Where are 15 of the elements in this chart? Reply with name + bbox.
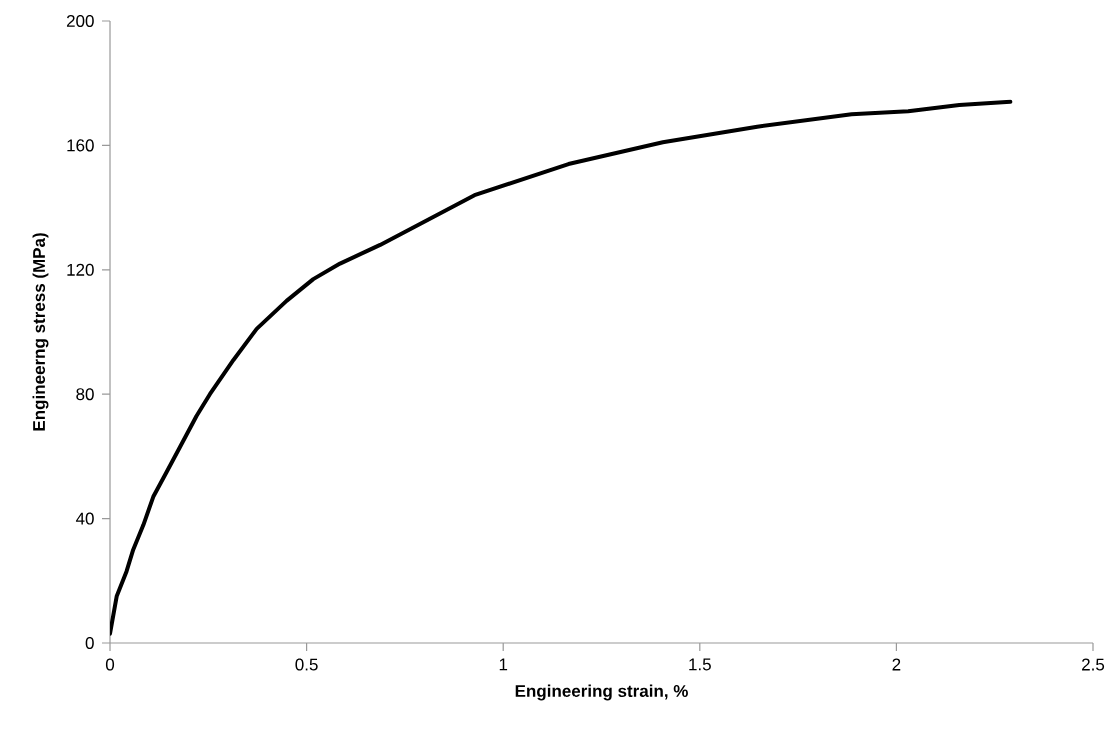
x-tick-label: 1 [499, 658, 508, 671]
x-tick-label: 1.5 [689, 658, 711, 671]
x-tick-label: 2 [892, 658, 901, 671]
y-tick-label: 40 [75, 512, 94, 525]
x-tick-label: 0.5 [295, 658, 318, 671]
y-tick-label: 80 [76, 388, 94, 401]
y-tick-label: 0 [85, 636, 94, 650]
y-tick-label: 160 [67, 139, 94, 152]
y-axis-title: Engineerng stress (MPa) [32, 233, 49, 431]
line-series [110, 99, 1013, 636]
y-tick-label: 120 [67, 263, 94, 276]
y-tick-label: 200 [66, 14, 94, 28]
x-axis-title: Engineering strain, % [515, 684, 688, 701]
x-tick-label: 2.5 [1082, 658, 1105, 671]
x-tick-label: 0 [105, 658, 115, 671]
